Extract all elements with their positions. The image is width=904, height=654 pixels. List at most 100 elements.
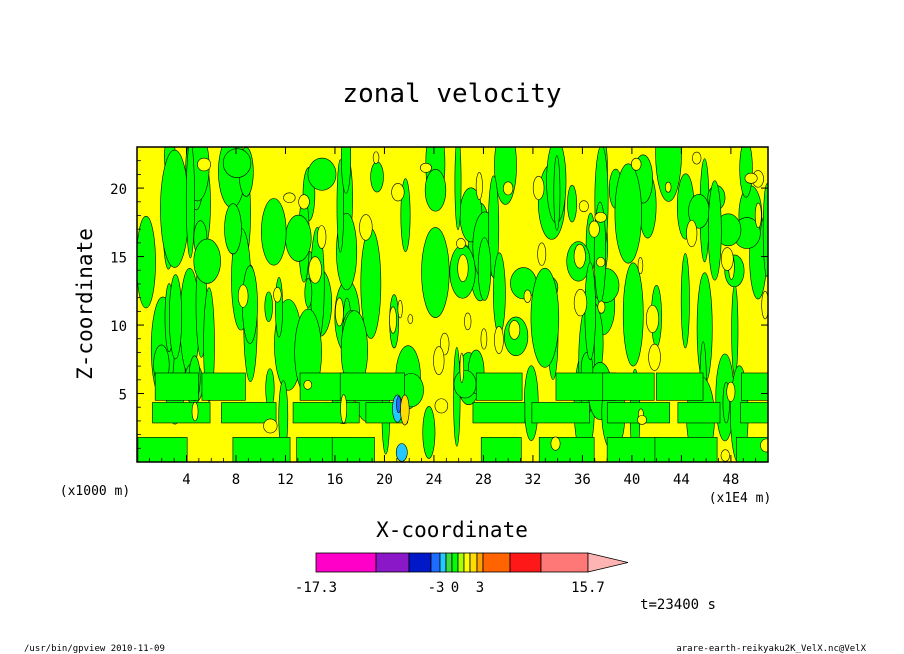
negative-velocity-region — [275, 277, 283, 338]
colorbar-tick-label: -17.3 — [295, 580, 337, 596]
plot-area — [136, 146, 769, 463]
negative-velocity-region — [222, 148, 252, 178]
positive-velocity-region — [298, 194, 310, 210]
positive-velocity-region — [456, 238, 466, 250]
anomaly-surface-lobe — [395, 443, 408, 462]
negative-velocity-region — [739, 147, 753, 198]
positive-velocity-region — [391, 183, 405, 202]
positive-velocity-region — [597, 300, 606, 314]
y-tick-label: 20 — [110, 182, 127, 198]
colorbar-swatch — [482, 552, 511, 573]
positive-velocity-region — [760, 438, 768, 453]
positive-velocity-region — [573, 243, 586, 269]
x-tick-label: 20 — [376, 472, 393, 488]
positive-velocity-region — [502, 181, 514, 196]
positive-velocity-region — [434, 398, 449, 414]
positive-velocity-region — [397, 299, 403, 319]
negative-velocity-band — [221, 402, 277, 424]
negative-velocity-band — [677, 402, 721, 424]
negative-velocity-region — [370, 161, 384, 193]
negative-velocity-region — [307, 157, 337, 191]
colorbar-swatch — [375, 552, 410, 573]
positive-velocity-region — [594, 211, 607, 223]
x-tick-label: 40 — [623, 472, 640, 488]
negative-velocity-band — [531, 402, 590, 424]
positive-velocity-region — [419, 162, 432, 173]
negative-velocity-region — [707, 180, 722, 281]
y-tick-label: 10 — [110, 319, 127, 335]
negative-velocity-band — [475, 372, 523, 401]
colorbar-tick-label: 15.7 — [571, 580, 605, 596]
y-tick-label: 15 — [110, 251, 127, 267]
negative-velocity-region — [453, 347, 461, 447]
positive-velocity-region — [335, 297, 344, 327]
negative-velocity-region — [614, 163, 642, 264]
negative-velocity-band — [232, 437, 291, 462]
positive-velocity-region — [588, 220, 600, 238]
positive-velocity-region — [263, 418, 278, 434]
positive-velocity-region — [464, 312, 472, 331]
colorbar-swatch — [469, 552, 478, 573]
positive-velocity-region — [494, 325, 504, 354]
x-tick-label: 8 — [232, 472, 240, 488]
footer-right: arare-earth-reikyaku2K_VelX.nc@VelX — [676, 644, 866, 654]
positive-velocity-region — [692, 151, 702, 165]
negative-velocity-region — [530, 267, 560, 368]
negative-velocity-region — [553, 155, 561, 231]
negative-velocity-region — [622, 262, 644, 367]
negative-velocity-region — [584, 262, 596, 360]
plot-frame — [136, 146, 769, 463]
positive-velocity-region — [744, 172, 758, 184]
x-axis-ticks: 4 8 12 16 20 24 28 32 36 40 44 48 — [148, 147, 757, 488]
positive-velocity-region — [433, 346, 445, 375]
positive-velocity-region — [237, 284, 249, 308]
negative-velocity-band — [472, 402, 526, 424]
colorbar: -17.3 -3 0 3 15.7 — [295, 552, 629, 596]
positive-velocity-region — [372, 151, 380, 164]
positive-velocity-region — [303, 380, 313, 390]
y-tick-label: 5 — [119, 388, 127, 404]
x-tick-label: 4 — [182, 472, 190, 488]
negative-velocity-region — [567, 184, 577, 223]
positive-velocity-region — [720, 449, 730, 462]
negative-velocity-band — [538, 437, 595, 462]
negative-velocity-region — [341, 147, 352, 194]
positive-velocity-region — [475, 172, 483, 201]
positive-velocity-region — [407, 314, 414, 324]
colorbar-swatch — [476, 552, 484, 573]
negative-velocity-band — [152, 402, 211, 424]
y-unit-label: (x1000 m) — [60, 484, 130, 499]
positive-velocity-region — [532, 175, 545, 201]
negative-velocity-region — [762, 183, 768, 278]
colorbar-tick-label: 0 — [451, 580, 459, 596]
negative-velocity-band — [331, 437, 375, 462]
positive-velocity-region — [480, 328, 488, 350]
footer-left: /usr/bin/gpview 2010-11-09 — [24, 644, 165, 654]
positive-velocity-region — [191, 401, 199, 422]
colorbar-swatch — [445, 552, 453, 573]
positive-velocity-region — [283, 192, 296, 203]
positive-velocity-region — [573, 289, 588, 317]
chart-title: zonal velocity — [342, 79, 561, 109]
colorbar-max-arrow — [587, 552, 629, 573]
positive-velocity-region — [754, 202, 762, 229]
x-unit-label: (x1E4 m) — [709, 491, 772, 506]
colorbar-swatch — [439, 552, 447, 573]
x-tick-label: 32 — [524, 472, 541, 488]
positive-velocity-region — [726, 381, 736, 402]
y-axis-label: Z-coordinate — [73, 228, 97, 380]
x-tick-label: 16 — [327, 472, 344, 488]
negative-velocity-region — [185, 147, 195, 259]
colorbar-swatch — [463, 552, 471, 573]
x-axis-label: X-coordinate — [376, 518, 528, 542]
positive-velocity-region — [340, 394, 348, 424]
negative-velocity-band — [201, 372, 246, 401]
positive-velocity-region — [537, 242, 547, 266]
positive-velocity-region — [273, 287, 282, 303]
negative-velocity-region — [731, 284, 739, 377]
positive-velocity-region — [523, 289, 532, 303]
positive-velocity-region — [761, 290, 768, 320]
y-axis-ticks: 5 10 15 20 — [110, 160, 768, 449]
anomaly-positive-lobe — [400, 394, 410, 426]
x-tick-label: 28 — [475, 472, 492, 488]
